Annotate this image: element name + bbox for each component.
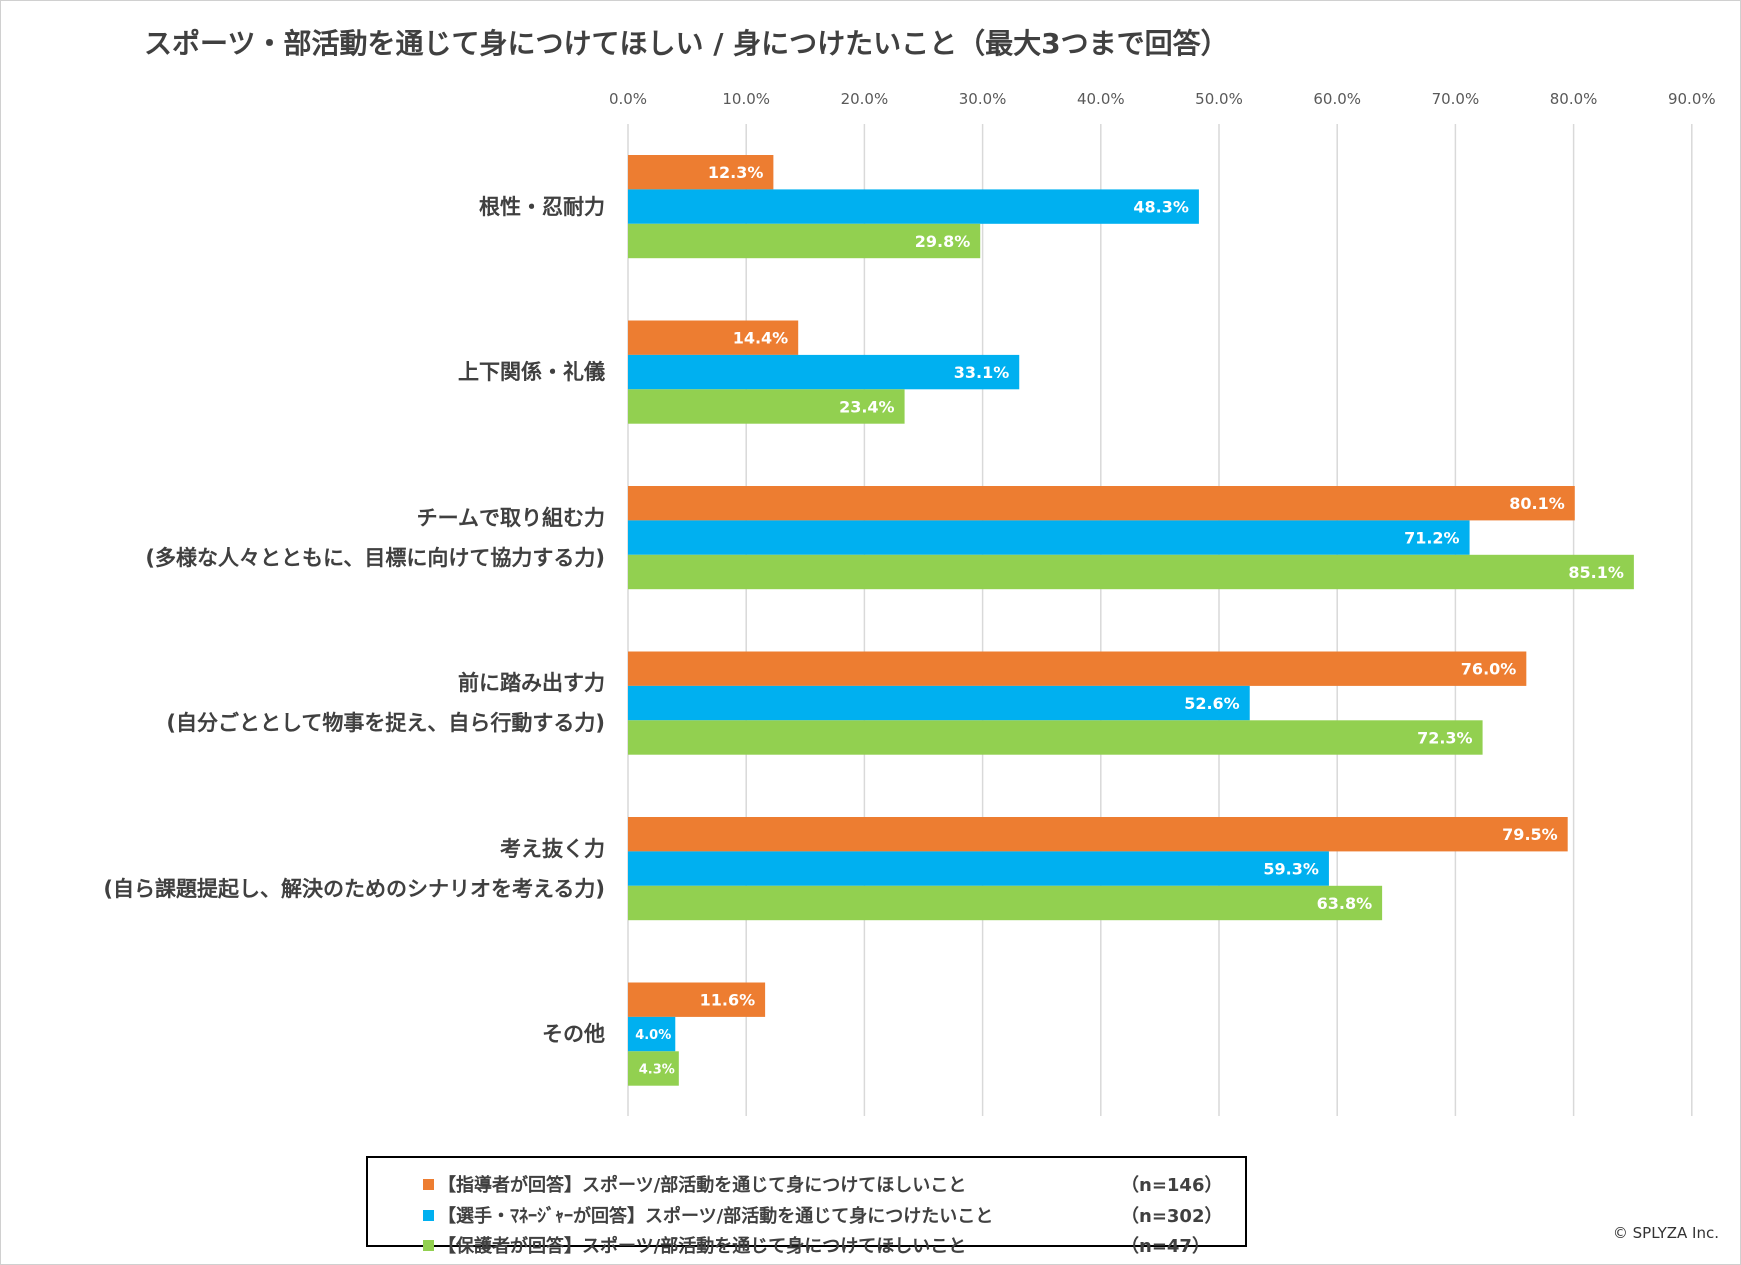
category-label: 根性・忍耐力 xyxy=(479,194,605,219)
category-label: (多様な人々とともに、目標に向けて協力する力) xyxy=(145,545,605,570)
data-label: 29.8% xyxy=(915,232,971,251)
legend-item-player: 【選手・ﾏﾈｰｼﾞｬｰが回答】スポーツ/部活動を通じて身につけたいこと xyxy=(423,1202,993,1228)
data-label: 85.1% xyxy=(1568,563,1624,582)
data-label: 80.1% xyxy=(1509,494,1565,513)
category-label: その他 xyxy=(542,1022,605,1047)
bar xyxy=(628,885,1383,921)
data-label: 33.1% xyxy=(954,363,1010,382)
bar xyxy=(628,223,981,259)
bar xyxy=(628,554,1634,590)
legend-label: 【指導者が回答】スポーツ/部活動を通じて身につけてほしいこと xyxy=(438,1175,967,1196)
legend-swatch xyxy=(423,1239,434,1251)
legend-n: （n=302） xyxy=(1121,1206,1223,1227)
x-tick-label: 20.0% xyxy=(841,90,889,108)
legend-swatch xyxy=(423,1178,434,1190)
x-tick-label: 40.0% xyxy=(1077,90,1125,108)
data-label: 11.6% xyxy=(700,991,756,1010)
x-tick-label: 60.0% xyxy=(1313,90,1361,108)
bar xyxy=(628,720,1483,755)
x-tick-label: 50.0% xyxy=(1195,90,1243,108)
bar xyxy=(628,189,1199,224)
legend-n: （n=146） xyxy=(1121,1175,1223,1196)
data-label: 48.3% xyxy=(1133,198,1189,217)
legend-item-coach: 【指導者が回答】スポーツ/部活動を通じて身につけてほしいこと xyxy=(423,1171,966,1197)
bar xyxy=(628,354,1020,390)
data-label: 14.4% xyxy=(733,329,789,348)
category-label: 考え抜く力 xyxy=(500,836,605,861)
data-label: 52.6% xyxy=(1184,694,1240,713)
category-label: (自ら課題提起し、解決のためのシナリオを考える力) xyxy=(103,876,605,901)
legend-label: 【選手・ﾏﾈｰｼﾞｬｰが回答】スポーツ/部活動を通じて身につけたいこと xyxy=(438,1206,994,1227)
data-label: 79.5% xyxy=(1502,825,1558,844)
x-tick-label: 70.0% xyxy=(1432,90,1480,108)
bar xyxy=(628,320,799,355)
data-label: 4.3% xyxy=(639,1063,675,1078)
legend-item-parent: 【保護者が回答】スポーツ/部活動を通じて身につけてほしいこと xyxy=(423,1232,966,1258)
data-label: 71.2% xyxy=(1404,529,1460,548)
data-label: 63.8% xyxy=(1317,894,1373,913)
x-tick-label: 10.0% xyxy=(722,90,770,108)
category-label: チームで取り組む力 xyxy=(416,505,605,530)
bar xyxy=(628,155,774,190)
bar xyxy=(628,389,905,424)
chart-title: スポーツ・部活動を通じて身につけてほしい / 身につけたいこと（最大3つまで回答… xyxy=(144,27,1229,60)
x-tick-label: 90.0% xyxy=(1668,90,1716,108)
data-label: 59.3% xyxy=(1263,860,1319,879)
bar xyxy=(628,520,1470,555)
x-tick-label: 80.0% xyxy=(1550,90,1598,108)
legend-swatch xyxy=(423,1209,434,1221)
data-label: 76.0% xyxy=(1461,660,1517,679)
data-label: 12.3% xyxy=(708,163,764,182)
bar xyxy=(628,1051,679,1086)
bar xyxy=(628,685,1250,721)
copyright: © SPLYZA Inc. xyxy=(1612,1224,1719,1242)
bar xyxy=(628,851,1329,886)
bar xyxy=(628,817,1568,852)
legend: 【指導者が回答】スポーツ/部活動を通じて身につけてほしいこと （n=146） 【… xyxy=(366,1156,1247,1257)
bar xyxy=(628,1016,676,1052)
category-label: 前に踏み出す力 xyxy=(458,671,605,696)
bar xyxy=(628,982,766,1017)
x-tick-label: 30.0% xyxy=(959,90,1007,108)
bar xyxy=(628,486,1575,521)
data-label: 72.3% xyxy=(1417,729,1473,748)
data-label: 23.4% xyxy=(839,398,895,417)
bar xyxy=(628,651,1527,686)
data-label: 4.0% xyxy=(635,1028,671,1043)
legend-n: （n=47） xyxy=(1121,1236,1210,1257)
x-tick-label: 0.0% xyxy=(609,90,647,108)
legend-label: 【保護者が回答】スポーツ/部活動を通じて身につけてほしいこと xyxy=(438,1236,967,1257)
category-label: (自分ごととして物事を捉え、自ら行動する力) xyxy=(166,711,605,736)
category-label: 上下関係・礼儀 xyxy=(458,360,605,385)
